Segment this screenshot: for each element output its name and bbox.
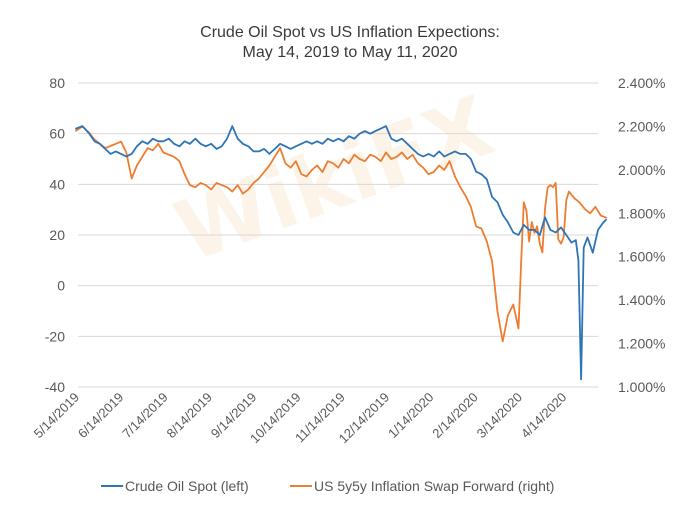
chart-title: Crude Oil Spot vs US Inflation Expection… bbox=[200, 24, 500, 41]
right-tick-label: 1.000% bbox=[618, 379, 665, 395]
left-tick-label: -20 bbox=[45, 328, 65, 344]
x-tick-label: 2/14/2020 bbox=[429, 390, 481, 442]
x-tick-label: 3/14/2020 bbox=[474, 390, 526, 442]
left-tick-label: -40 bbox=[45, 379, 65, 395]
legend: Crude Oil Spot (left) US 5y5y Inflation … bbox=[0, 478, 700, 498]
right-tick-label: 1.400% bbox=[618, 292, 665, 308]
legend-item-inflation-swap: US 5y5y Inflation Swap Forward (right) bbox=[290, 478, 554, 494]
left-tick-label: 20 bbox=[49, 227, 65, 243]
x-tick-label: 7/14/2019 bbox=[119, 390, 171, 442]
chart-subtitle: May 14, 2019 to May 11, 2020 bbox=[242, 44, 458, 61]
left-tick-label: 40 bbox=[49, 176, 65, 192]
x-tick-label: 6/14/2019 bbox=[75, 390, 127, 442]
legend-label-inflation-swap: US 5y5y Inflation Swap Forward (right) bbox=[314, 478, 555, 494]
right-tick-label: 2.000% bbox=[618, 162, 665, 178]
series-lines bbox=[75, 125, 607, 381]
series-line-crude-oil bbox=[75, 125, 607, 381]
legend-label-crude-oil: Crude Oil Spot (left) bbox=[125, 478, 249, 494]
legend-swatch-inflation-swap bbox=[290, 485, 312, 487]
legend-swatch-crude-oil bbox=[101, 485, 123, 487]
series-line-inflation-swap bbox=[75, 125, 607, 343]
right-axis: 2.400% 2.200% 2.000% 1.800% 1.600% 1.400% 1.20… bbox=[618, 75, 665, 395]
right-tick-label: 1.200% bbox=[618, 336, 665, 352]
left-axis: 80 60 40 20 0 -20 -40 bbox=[45, 75, 65, 395]
left-tick-label: 60 bbox=[49, 126, 65, 142]
legend-item-crude-oil: Crude Oil Spot (left) bbox=[101, 478, 249, 494]
left-tick-label: 80 bbox=[49, 75, 65, 91]
left-tick-label: 0 bbox=[57, 278, 65, 294]
x-axis: 5/14/20196/14/20197/14/20198/14/20199/14… bbox=[31, 390, 570, 447]
gridlines bbox=[78, 82, 598, 388]
right-tick-label: 1.600% bbox=[618, 249, 665, 265]
x-tick-label: 5/14/2019 bbox=[31, 390, 83, 442]
right-tick-label: 1.800% bbox=[618, 205, 665, 221]
x-tick-label: 4/14/2020 bbox=[518, 390, 570, 442]
x-tick-label: 1/14/2020 bbox=[385, 390, 437, 442]
x-tick-label: 8/14/2019 bbox=[164, 390, 216, 442]
right-tick-label: 2.400% bbox=[618, 75, 665, 91]
right-tick-label: 2.200% bbox=[618, 118, 665, 134]
